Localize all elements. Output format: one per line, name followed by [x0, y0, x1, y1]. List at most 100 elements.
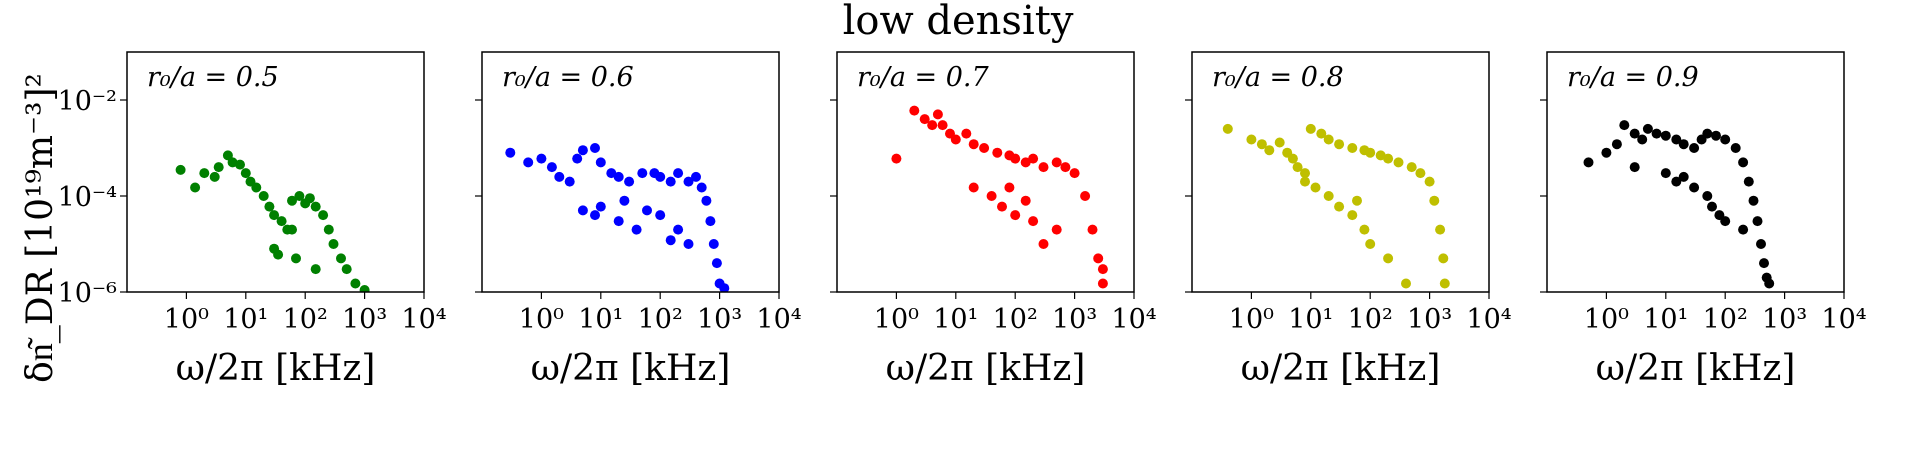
data-point: [359, 285, 370, 292]
axes-frame: [126, 51, 425, 293]
x-tick-label: 10⁰: [1229, 304, 1274, 335]
data-point: [572, 153, 583, 164]
data-point: [310, 264, 321, 275]
data-point: [1310, 182, 1321, 193]
x-tick-label: 10¹: [1288, 304, 1333, 335]
data-point: [1087, 224, 1098, 235]
data-point: [318, 210, 329, 221]
data-point: [328, 239, 339, 249]
data-point: [294, 191, 305, 201]
data-point: [665, 235, 676, 246]
data-point: [1060, 162, 1071, 173]
data-point: [264, 201, 275, 212]
x-tick-label: 10³: [1407, 304, 1452, 335]
data-point: [1334, 201, 1345, 212]
x-tick-label: 10³: [342, 304, 387, 335]
data-point: [1707, 201, 1717, 212]
data-point: [1730, 143, 1741, 153]
x-tick-label: 10⁴: [756, 304, 801, 335]
data-point: [251, 182, 262, 193]
data-point: [1651, 128, 1662, 139]
x-tick-label: 10²: [1348, 304, 1393, 335]
data-point: [258, 191, 269, 201]
data-point: [1583, 157, 1594, 168]
data-point: [1300, 168, 1310, 179]
data-point: [590, 210, 600, 221]
data-point: [937, 120, 948, 131]
data-point: [213, 162, 224, 173]
data-point: [1738, 157, 1749, 168]
data-point: [1004, 182, 1015, 193]
y-axis-label: δn͂_DR [10¹⁹m⁻³]²: [20, 73, 61, 383]
data-point: [341, 264, 352, 275]
data-point: [222, 150, 233, 161]
panels: r₀/a = 0.5 10⁰ 10¹ 10² 10³ 10⁴ 10⁻⁶ 10⁻⁴ 10⁻² ω/2…: [58, 51, 1867, 389]
data-point: [1097, 264, 1108, 275]
data-point: [1292, 162, 1303, 173]
data-point: [1383, 253, 1394, 264]
data-point: [701, 195, 712, 206]
scatter-series: [891, 105, 1108, 289]
data-point: [1611, 139, 1622, 150]
data-point: [1438, 253, 1449, 264]
data-point: [1038, 239, 1049, 249]
data-point: [336, 253, 346, 264]
data-point: [546, 162, 557, 173]
data-point: [606, 168, 617, 179]
panel-2: r₀/a = 0.6 10⁰ 10¹ 10² 10³ 10⁴ ω/2π [kHz]: [475, 51, 802, 389]
data-point: [304, 193, 315, 204]
data-point: [1637, 134, 1648, 145]
data-point: [1383, 153, 1394, 164]
data-point: [1365, 239, 1376, 249]
data-point: [577, 145, 588, 156]
x-tick-label: 10³: [697, 304, 742, 335]
data-point: [1069, 168, 1080, 179]
data-point: [968, 182, 979, 193]
data-point: [1352, 195, 1362, 206]
x-axis-label: ω/2π [kHz]: [531, 348, 731, 389]
data-point: [350, 278, 361, 289]
y-tick-label: 10⁻⁴: [58, 182, 117, 213]
data-point: [1020, 195, 1031, 206]
data-point: [673, 168, 684, 179]
scatter-series: [505, 143, 730, 292]
data-point: [1020, 157, 1031, 168]
data-point: [1097, 278, 1108, 289]
panel-annotation: r₀/a = 0.6: [502, 62, 634, 93]
data-point: [619, 195, 630, 206]
data-point: [287, 195, 297, 206]
data-point: [577, 205, 588, 216]
data-point: [1051, 224, 1062, 235]
data-point: [235, 159, 245, 170]
data-point: [536, 153, 547, 164]
data-point: [1759, 258, 1769, 269]
data-point: [595, 201, 606, 212]
panel-annotation: r₀/a = 0.8: [1212, 62, 1344, 93]
data-point: [1256, 139, 1267, 150]
data-point: [1629, 128, 1640, 139]
data-point: [1711, 130, 1721, 141]
panel-annotation: r₀/a = 0.5: [147, 62, 279, 93]
x-tick-label: 10³: [1052, 304, 1097, 335]
x-tick-label: 10⁰: [164, 304, 209, 335]
data-point: [1274, 137, 1285, 148]
x-tick-label: 10¹: [933, 304, 978, 335]
data-point: [613, 171, 624, 182]
data-point: [1720, 216, 1731, 227]
data-point: [642, 205, 652, 216]
data-point: [1439, 278, 1450, 289]
panel-3: r₀/a = 0.7 10⁰ 10¹ 10² 10³ 10⁴ ω/2π [kHz]: [830, 51, 1157, 389]
data-point: [1678, 171, 1689, 182]
data-point: [1678, 139, 1689, 150]
data-point: [932, 109, 943, 120]
data-point: [624, 176, 635, 187]
y-tick-label: 10⁻⁶: [58, 278, 118, 309]
data-point: [1743, 176, 1754, 187]
data-point: [1738, 224, 1749, 235]
x-tick-label: 10²: [1703, 304, 1748, 335]
data-point: [1415, 168, 1426, 179]
data-point: [1038, 162, 1049, 173]
data-point: [1424, 176, 1435, 187]
data-point: [1051, 157, 1062, 168]
data-point: [1334, 139, 1345, 150]
